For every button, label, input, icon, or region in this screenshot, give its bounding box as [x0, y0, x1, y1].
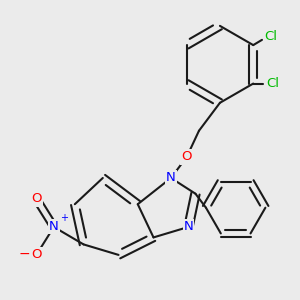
Text: +: +	[60, 213, 68, 223]
Text: N: N	[166, 172, 176, 184]
Text: Cl: Cl	[264, 30, 277, 43]
Text: O: O	[182, 151, 192, 164]
Text: N: N	[184, 220, 193, 233]
Text: Cl: Cl	[266, 77, 279, 90]
Text: N: N	[49, 220, 59, 233]
Text: −: −	[18, 247, 30, 261]
Text: O: O	[31, 248, 42, 261]
Text: O: O	[31, 193, 42, 206]
